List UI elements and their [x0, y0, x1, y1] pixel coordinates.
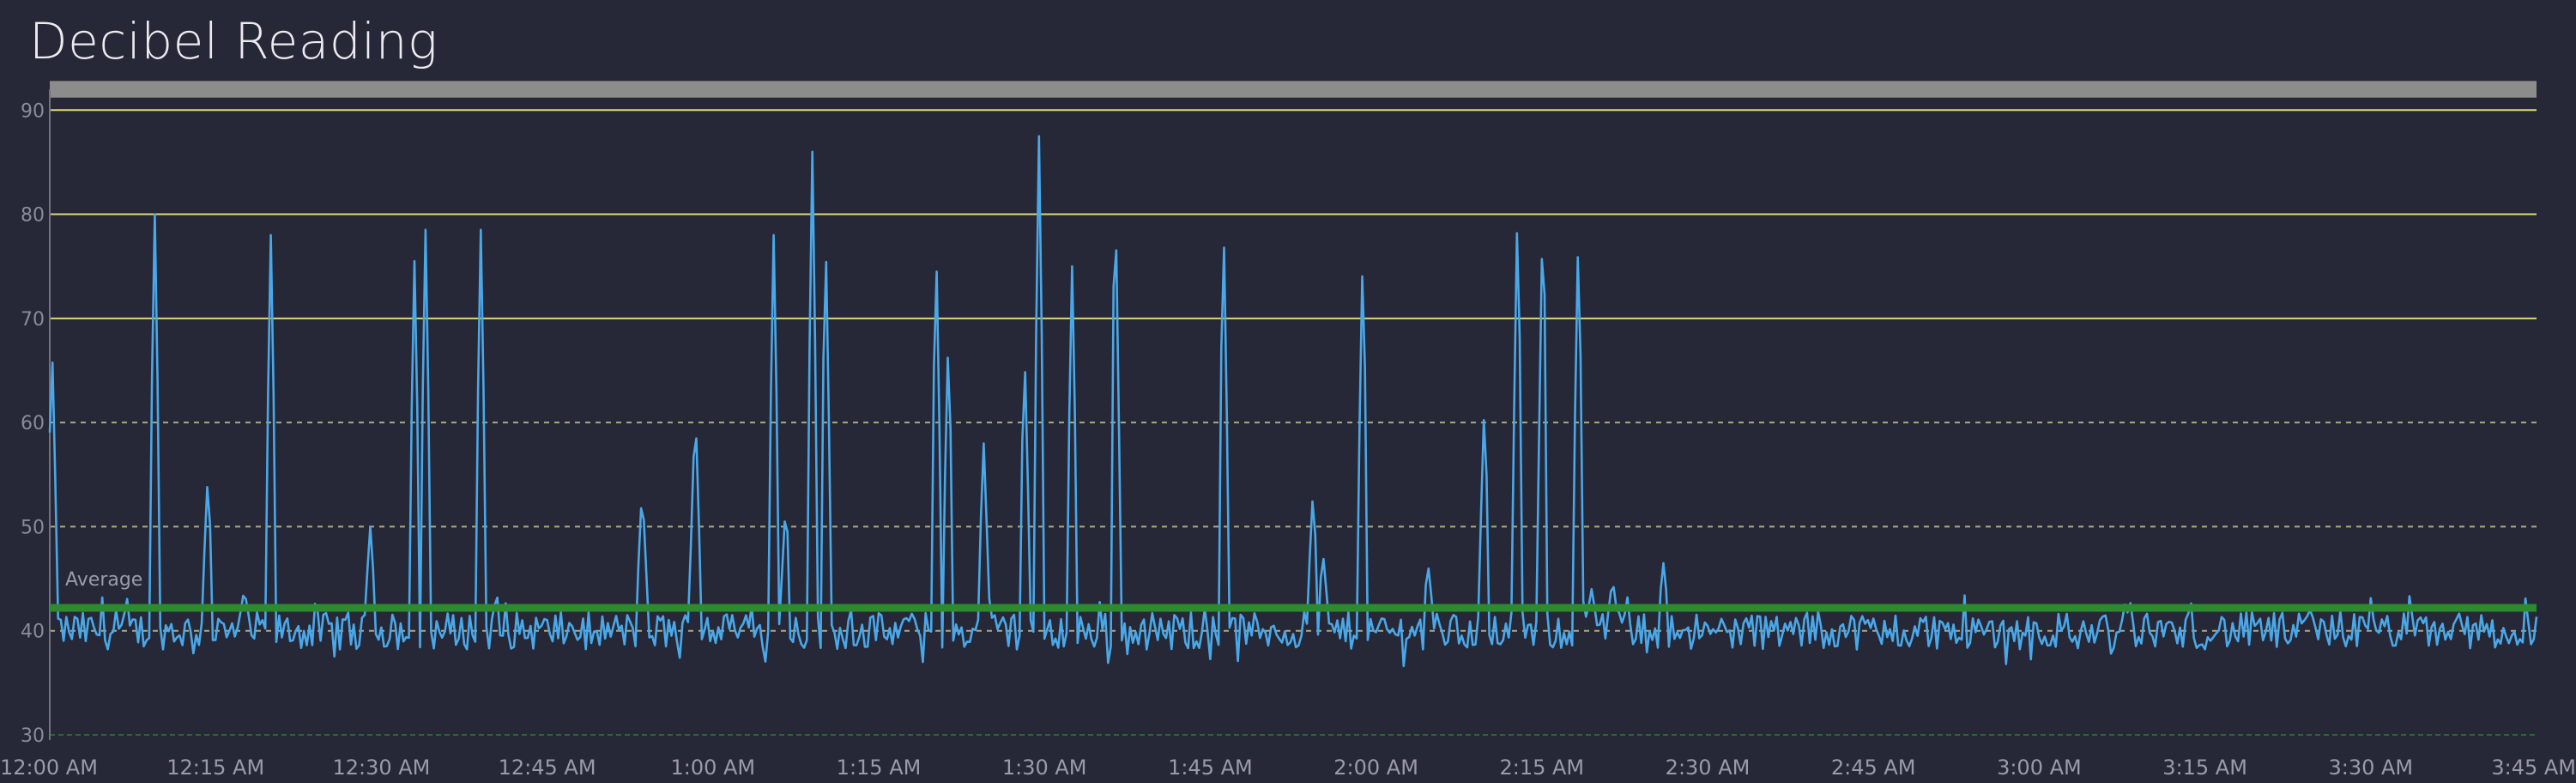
series-line	[48, 135, 2538, 668]
x-tick-label: 2:45 AM	[1831, 756, 1916, 780]
y-tick-label: 40	[21, 622, 45, 643]
x-tick-label: 1:30 AM	[1002, 756, 1087, 780]
top-band	[50, 81, 2537, 98]
x-tick-label: 1:45 AM	[1168, 756, 1253, 780]
x-tick-label: 12:30 AM	[332, 756, 430, 780]
y-tick-label: 50	[21, 517, 45, 538]
x-tick-label: 12:15 AM	[166, 756, 264, 780]
y-tick-label: 80	[21, 205, 45, 227]
x-tick-label: 2:15 AM	[1499, 756, 1584, 780]
x-tick-label: 12:45 AM	[499, 756, 596, 780]
panel-title: Decibel Reading	[29, 12, 438, 70]
y-tick-label: 70	[21, 309, 45, 331]
x-tick-label: 3:30 AM	[2328, 756, 2413, 780]
x-tick-label: 2:00 AM	[1333, 756, 1418, 780]
x-tick-label: 3:45 AM	[2491, 756, 2576, 780]
x-tick-label: 1:00 AM	[670, 756, 755, 780]
y-tick-label: 90	[21, 100, 45, 122]
x-tick-label: 12:00 AM	[0, 756, 98, 780]
x-tick-label: 3:15 AM	[2162, 756, 2247, 780]
x-tick-label: 3:00 AM	[1997, 756, 2082, 780]
average-label: Average	[65, 569, 142, 591]
x-tick-label: 1:15 AM	[837, 756, 922, 780]
y-tick-label: 30	[21, 725, 45, 747]
x-tick-label: 2:30 AM	[1666, 756, 1751, 780]
y-tick-label: 60	[21, 413, 45, 434]
